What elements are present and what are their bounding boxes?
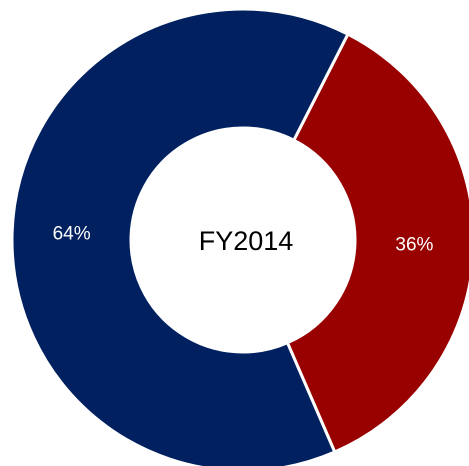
value-label: 36% (395, 234, 433, 255)
value-label: 64% (53, 224, 91, 245)
chart-title: FY2014 (199, 226, 294, 256)
slice (10, 7, 350, 466)
slice (285, 32, 469, 454)
